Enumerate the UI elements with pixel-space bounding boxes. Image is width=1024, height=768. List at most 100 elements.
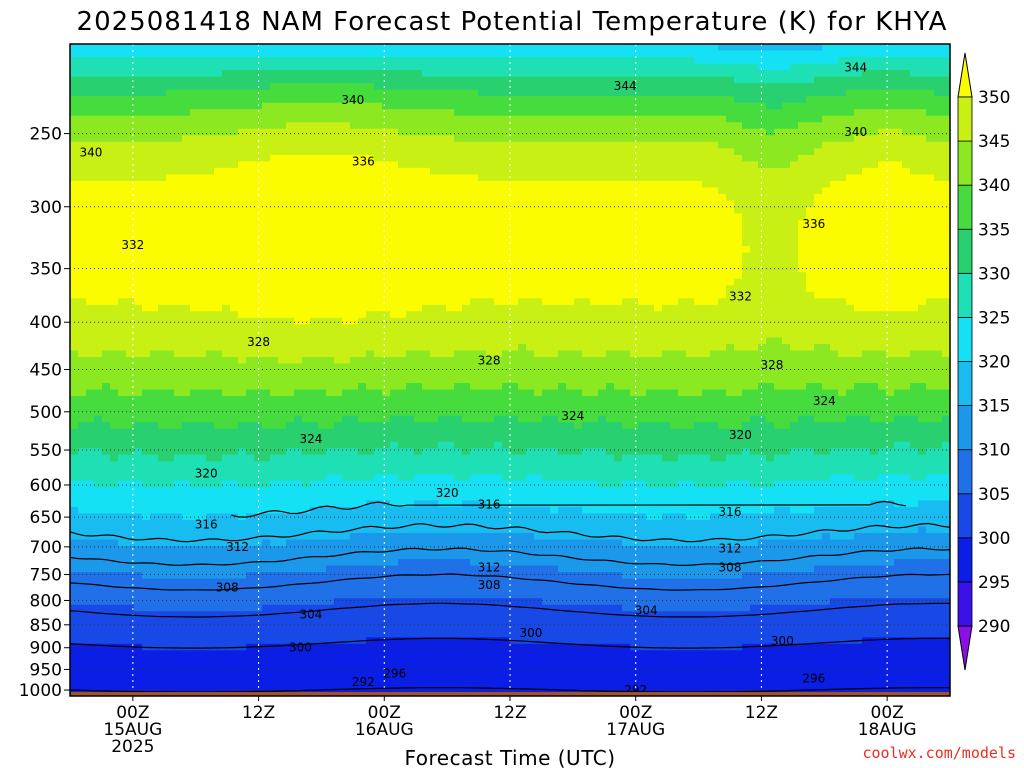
fill-cell: [414, 148, 423, 156]
fill-cell: [190, 128, 199, 136]
fill-cell: [342, 128, 351, 136]
fill-cell: [430, 83, 439, 91]
fill-cell: [430, 422, 439, 430]
fill-cell: [382, 376, 391, 384]
fill-cell: [318, 389, 327, 397]
fill-cell: [462, 317, 471, 325]
fill-cell: [382, 519, 391, 528]
fill-cell: [214, 102, 223, 110]
fill-cell: [214, 167, 223, 175]
fill-cell: [318, 402, 327, 410]
fill-cell: [278, 356, 287, 365]
fill-cell: [142, 435, 151, 443]
fill-cell: [334, 207, 343, 215]
fill-cell: [286, 102, 295, 110]
fill-cell: [454, 370, 463, 378]
fill-cell: [198, 415, 207, 423]
fill-cell: [150, 285, 159, 293]
fill-cell: [334, 128, 343, 136]
fill-cell: [150, 343, 159, 352]
fill-cell: [166, 565, 175, 573]
fill-cell: [302, 122, 311, 130]
fill-cell: [366, 200, 375, 208]
fill-cell: [102, 109, 111, 117]
fill-cell: [238, 383, 247, 391]
fill-cell: [342, 480, 351, 488]
fill-cell: [126, 415, 135, 423]
fill-cell: [70, 467, 79, 475]
fill-cell: [238, 448, 247, 456]
fill-cell: [102, 304, 111, 312]
fill-cell: [414, 656, 423, 664]
fill-cell: [382, 213, 391, 221]
fill-cell: [286, 617, 295, 625]
fill-cell: [430, 448, 439, 456]
fill-cell: [374, 330, 383, 338]
fill-cell: [310, 259, 319, 267]
fill-cell: [190, 565, 199, 573]
fill-cell: [238, 441, 247, 449]
fill-cell: [334, 70, 343, 78]
fill-cell: [414, 343, 423, 352]
fill-cell: [406, 220, 415, 228]
fill-cell: [238, 526, 247, 534]
fill-cell: [166, 546, 175, 554]
fill-cell: [158, 546, 167, 554]
fill-cell: [134, 363, 143, 371]
fill-cell: [422, 298, 431, 306]
fill-cell: [206, 122, 215, 130]
fill-cell: [446, 317, 455, 325]
fill-cell: [102, 559, 111, 567]
fill-cell: [214, 539, 223, 547]
fill-cell: [126, 396, 135, 404]
fill-cell: [366, 389, 375, 397]
fill-cell: [310, 376, 319, 384]
fill-cell: [238, 70, 247, 78]
fill-cell: [174, 109, 183, 117]
fill-cell: [126, 122, 135, 130]
fill-cell: [262, 174, 271, 182]
fill-cell: [94, 389, 103, 397]
fill-cell: [326, 598, 335, 606]
fill-cell: [182, 180, 191, 189]
fill-cell: [166, 526, 175, 534]
fill-cell: [390, 493, 399, 501]
fill-cell: [86, 109, 95, 117]
fill-cell: [318, 415, 327, 423]
fill-cell: [78, 272, 87, 280]
fill-cell: [382, 252, 391, 260]
fill-cell: [206, 285, 215, 293]
fill-cell: [342, 474, 351, 482]
fill-cell: [190, 207, 199, 215]
fill-cell: [326, 376, 335, 384]
fill-cell: [406, 611, 415, 619]
fill-cell: [262, 422, 271, 430]
fill-cell: [358, 239, 367, 247]
fill-cell: [246, 57, 255, 65]
fill-cell: [462, 285, 471, 293]
fill-cell: [390, 682, 399, 691]
fill-cell: [382, 122, 391, 130]
fill-cell: [390, 272, 399, 280]
fill-cell: [150, 676, 159, 684]
fill-cell: [278, 526, 287, 534]
fill-cell: [182, 526, 191, 534]
fill-cell: [374, 656, 383, 664]
fill-cell: [366, 376, 375, 384]
fill-cell: [110, 539, 119, 547]
fill-cell: [158, 500, 167, 508]
fill-cell: [454, 154, 463, 162]
fill-cell: [206, 676, 215, 684]
fill-cell: [238, 161, 247, 169]
fill-cell: [366, 435, 375, 443]
fill-cell: [342, 154, 351, 162]
fill-cell: [222, 128, 231, 136]
fill-cell: [158, 409, 167, 417]
fill-cell: [206, 167, 215, 175]
fill-cell: [398, 265, 407, 273]
fill-cell: [350, 389, 359, 397]
fill-cell: [94, 311, 103, 319]
fill-cell: [318, 676, 327, 684]
fill-cell: [350, 226, 359, 234]
fill-cell: [334, 591, 343, 599]
